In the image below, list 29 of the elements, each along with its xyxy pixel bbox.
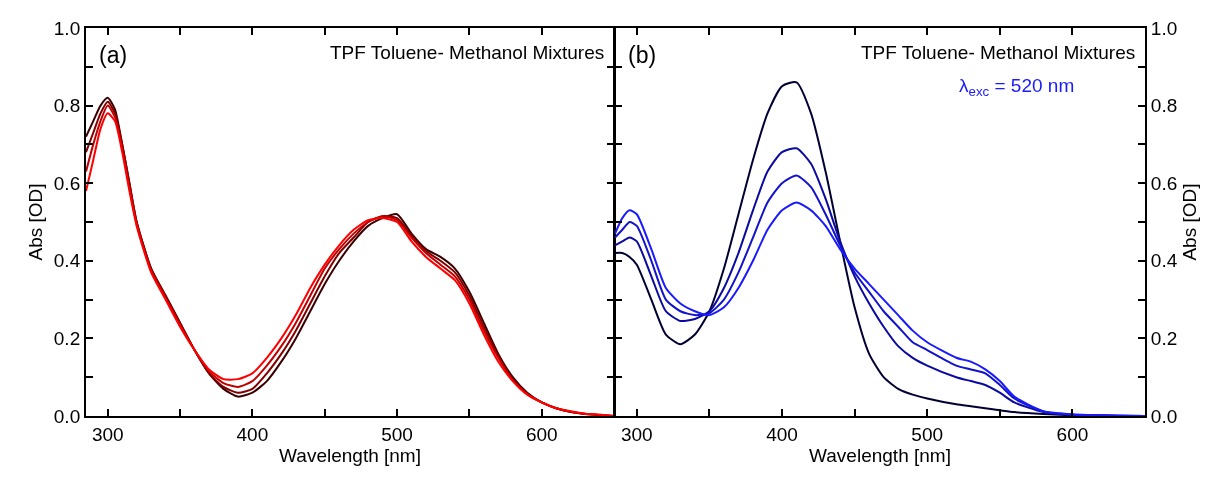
y-axis-title: Abs [OD] [1178,183,1200,261]
x-axis-title: Wavelength [nm] [809,444,951,466]
y-tick-label: 0.4 [1150,250,1178,272]
y-tick-label: 0.2 [53,328,81,350]
x-tick-label: 500 [911,423,944,445]
annotation: λ$_{exc}$ = 520 nm [959,75,1075,99]
y-tick-label: 0.0 [53,405,81,427]
y-tick-label: 1.0 [53,17,81,39]
y-tick-label: 0.8 [53,95,81,117]
annotation: (b) [628,42,657,68]
x-tick-label: 400 [236,423,269,445]
x-tick-label: 600 [1056,423,1089,445]
x-axis-title: Wavelength [nm] [279,444,421,466]
y-tick-label: 0.6 [1150,172,1178,194]
annotation: TPF Toluene- Methanol Mixtures [330,42,605,63]
x-tick-label: 400 [766,423,798,445]
y-tick-label: 0.6 [53,172,81,194]
x-tick-label: 300 [620,423,653,445]
x-tick-label: 500 [381,423,413,445]
y-tick-label: 1.0 [1150,17,1178,39]
y-axis-title: Abs [OD] [25,183,47,261]
y-tick-label: 0.4 [53,250,81,272]
x-tick-label: 600 [525,423,558,445]
y-tick-label: 0.8 [1150,95,1178,117]
y-tick-label: 0.0 [1150,405,1178,427]
x-tick-label: 300 [91,423,124,445]
annotation: TPF Toluene- Methanol Mixtures [861,42,1136,63]
annotation: (a) [99,42,128,68]
y-tick-label: 0.2 [1150,328,1178,350]
